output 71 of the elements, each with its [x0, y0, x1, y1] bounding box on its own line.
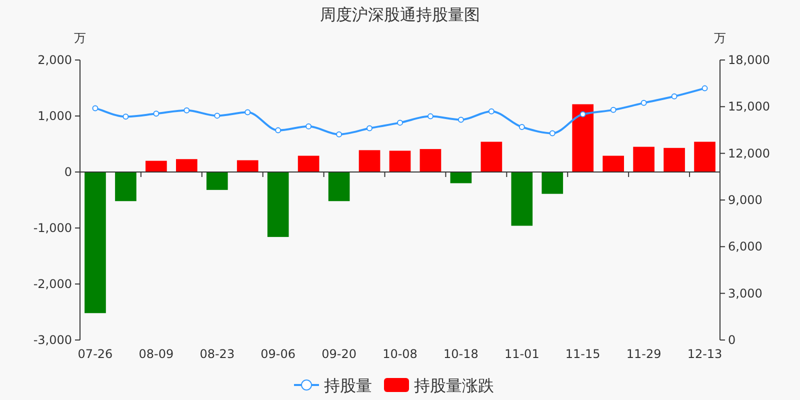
- chart-title: 周度沪深股通持股量图: [320, 5, 480, 24]
- x-tick-label: 11-29: [626, 347, 662, 361]
- bar: [602, 156, 624, 172]
- y2-tick-label: 9,000: [728, 193, 762, 207]
- point: [244, 109, 251, 116]
- point: [671, 93, 678, 100]
- bar: [694, 142, 716, 172]
- bar: [633, 146, 654, 172]
- point: [397, 120, 403, 126]
- bar: [236, 160, 258, 172]
- x-tick-label: 11-01: [504, 347, 540, 361]
- y2-tick-label: 18,000: [728, 53, 770, 67]
- bar: [389, 150, 411, 172]
- bar: [176, 159, 198, 172]
- bar: [206, 172, 228, 190]
- y2-axis-title: 万: [714, 31, 726, 45]
- point: [366, 125, 373, 132]
- bar: [84, 172, 106, 314]
- y-tick-label: 0: [64, 165, 72, 179]
- point: [427, 113, 434, 120]
- x-tick-label: 08-23: [200, 347, 235, 361]
- bar: [480, 142, 502, 172]
- point: [488, 108, 494, 114]
- y2-tick-label: 12,000: [728, 146, 770, 160]
- bar: [664, 148, 685, 172]
- point: [214, 112, 220, 119]
- y-tick-label: -3,000: [33, 333, 72, 347]
- x-tick-label: 10-08: [382, 347, 418, 361]
- point: [580, 111, 586, 118]
- y2-tick-label: 15,000: [728, 100, 770, 114]
- point: [153, 110, 160, 117]
- bar: [146, 160, 167, 172]
- point: [92, 105, 98, 112]
- bar: [450, 172, 472, 184]
- x-tick-label: 10-18: [444, 347, 478, 361]
- point: [702, 85, 708, 92]
- legend-label: 持股量: [324, 376, 372, 395]
- point: [336, 131, 342, 138]
- bar: [420, 149, 442, 172]
- bar: [267, 172, 289, 237]
- point: [184, 107, 190, 114]
- y-tick-label: 1,000: [38, 109, 72, 123]
- point: [306, 123, 312, 130]
- legend-label: 持股量涨跌: [414, 376, 494, 395]
- y2-tick-label: 3,000: [728, 286, 762, 300]
- x-tick-label: 08-09: [138, 347, 174, 361]
- point: [640, 100, 647, 106]
- bar: [328, 172, 350, 202]
- bar: [358, 150, 380, 172]
- y-axis-title: 万: [74, 31, 86, 45]
- y2-tick-label: 6,000: [728, 240, 762, 254]
- point: [275, 127, 282, 134]
- y2-tick-label: 0: [728, 333, 736, 347]
- point: [458, 116, 464, 123]
- point: [122, 114, 129, 120]
- point: [610, 106, 616, 113]
- bar: [542, 172, 564, 194]
- point: [518, 124, 525, 130]
- x-tick-label: 12-13: [687, 347, 722, 361]
- x-tick-label: 11-15: [565, 347, 600, 361]
- x-tick-label: 07-26: [78, 347, 113, 361]
- bar: [298, 156, 320, 172]
- point: [549, 130, 556, 136]
- x-tick-label: 09-20: [322, 347, 356, 361]
- bar: [572, 104, 594, 172]
- bar: [511, 172, 533, 226]
- y-tick-label: -2,000: [33, 277, 72, 291]
- x-tick-label: 09-06: [260, 347, 296, 361]
- y-tick-label: 2,000: [38, 53, 72, 67]
- bar: [115, 172, 136, 202]
- y-tick-label: -1,000: [33, 221, 72, 235]
